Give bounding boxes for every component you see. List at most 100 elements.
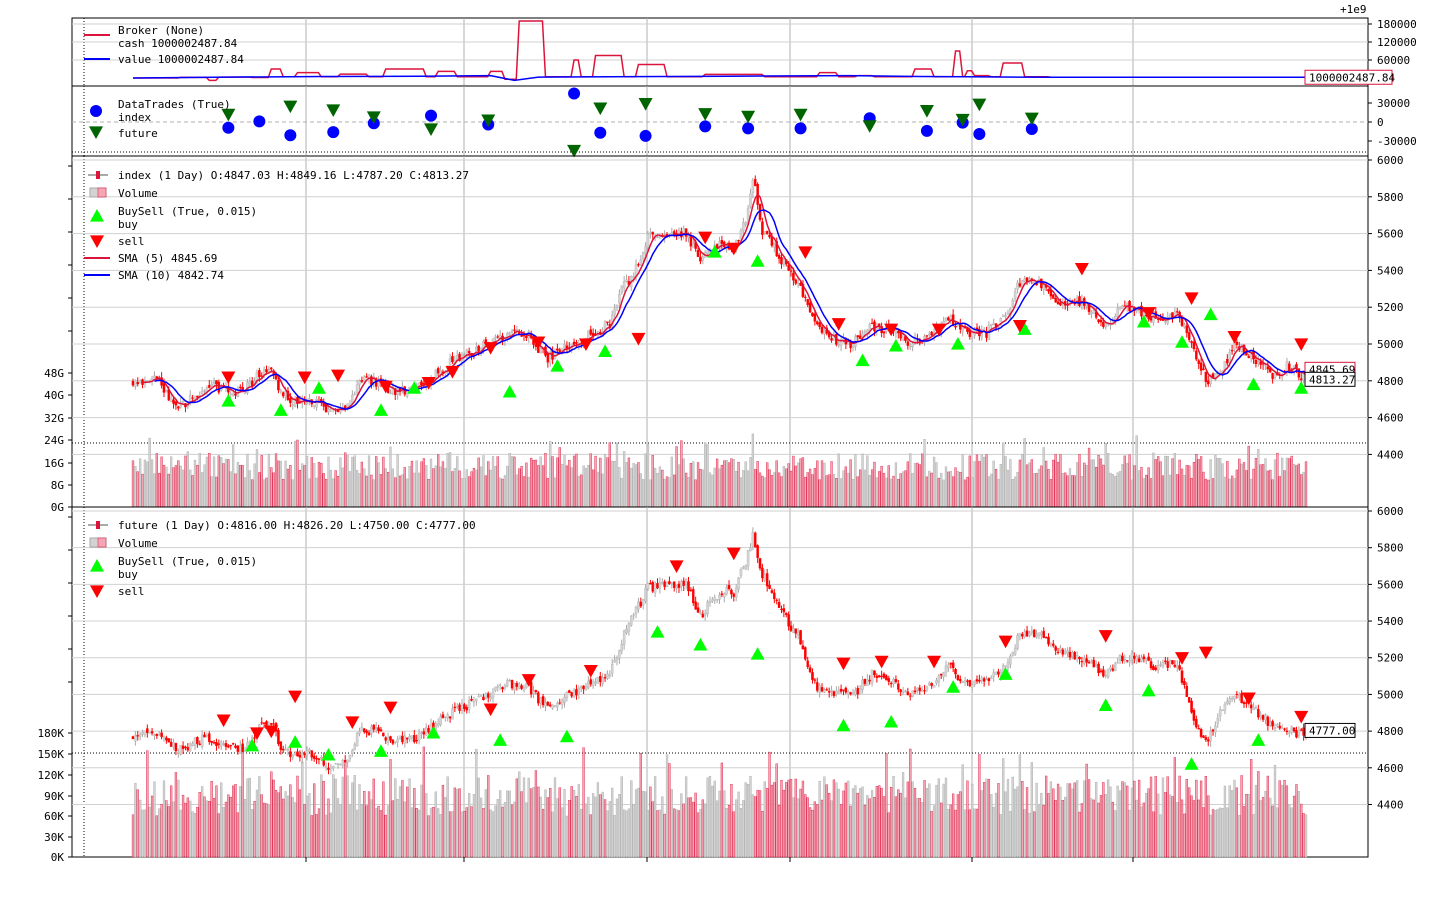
buy-marker: [550, 359, 565, 372]
volume-bar: [1130, 479, 1134, 508]
volume-bar: [730, 784, 733, 858]
candle-body: [169, 397, 173, 402]
volume-bar: [1216, 808, 1219, 858]
volume-bar: [403, 467, 406, 508]
last-value-box: [1304, 69, 1393, 85]
volume-bar: [1176, 802, 1179, 858]
candle-body: [227, 745, 230, 748]
volume-bar: [675, 446, 678, 508]
volume-bar: [274, 453, 278, 508]
volume-bar: [806, 797, 809, 858]
volume-bar: [885, 477, 888, 508]
candle-body: [1168, 314, 1172, 318]
future-trade-point: [221, 108, 236, 122]
volume-bar: [1161, 777, 1165, 858]
volume-bar: [875, 477, 878, 508]
candle-body: [906, 691, 910, 696]
volume-bar: [499, 477, 502, 508]
volume-bar: [789, 779, 793, 858]
volume-bar: [627, 457, 631, 508]
candle-body: [816, 682, 819, 691]
volume-bar: [377, 806, 380, 858]
candle-body: [551, 704, 554, 709]
candle-body: [1118, 307, 1122, 309]
candle-body: [1018, 283, 1022, 287]
volume-bar: [217, 455, 220, 508]
volume-bar: [782, 789, 786, 858]
candle-body: [317, 758, 321, 760]
volume-tick-label: 90K: [44, 790, 64, 803]
volume-bar: [174, 772, 178, 858]
volume-bar: [632, 804, 635, 858]
volume-bar: [1238, 458, 1241, 508]
volume-bar: [890, 478, 893, 508]
candle-body: [863, 331, 867, 333]
volume-bar: [346, 775, 349, 858]
volume-bar: [980, 790, 983, 858]
candle-body: [789, 270, 793, 272]
candle-body: [720, 593, 724, 596]
volume-bar: [1095, 467, 1098, 508]
volume-bar: [150, 795, 154, 858]
volume-bar: [825, 784, 828, 858]
volume-bar: [1092, 459, 1095, 508]
candle-body: [672, 581, 676, 588]
volume-bar: [1219, 458, 1222, 508]
future-trade-point: [919, 105, 934, 118]
volume-bar: [785, 782, 788, 858]
volume-bar: [153, 473, 156, 508]
volume-bar: [470, 806, 473, 858]
candle-body: [846, 691, 850, 695]
candle-body: [956, 675, 960, 680]
volume-bar: [770, 475, 774, 508]
volume-bar: [1242, 806, 1246, 858]
candle-body: [646, 583, 650, 590]
candle-body: [1013, 291, 1017, 299]
volume-bar: [1304, 814, 1308, 858]
future-trade-point: [741, 110, 756, 124]
index-trade-point: [699, 120, 712, 133]
volume-bar: [1071, 475, 1074, 508]
candle-body: [1078, 657, 1081, 660]
volume-bar: [417, 472, 421, 508]
candle-body: [584, 686, 588, 691]
volume-bar: [577, 476, 580, 508]
volume-bar: [189, 469, 192, 508]
volume-bar: [539, 796, 542, 858]
index-trade-point: [1025, 122, 1038, 135]
volume-bar: [451, 811, 454, 858]
volume-bar: [1083, 780, 1086, 858]
volume-bar: [537, 465, 540, 508]
candle-body: [179, 744, 182, 755]
volume-bar: [460, 478, 464, 508]
legend-swatch: [89, 126, 103, 139]
volume-bar: [928, 470, 931, 508]
volume-bar: [694, 479, 697, 508]
last-value-box: [1304, 371, 1356, 387]
volume-bar: [1145, 474, 1148, 508]
candle-body: [687, 581, 690, 592]
candle-body: [765, 573, 769, 587]
candle-body: [394, 388, 397, 396]
volume-bar: [835, 782, 838, 858]
candle-body: [737, 240, 740, 242]
volume-bar: [658, 809, 662, 858]
volume-bar: [1273, 459, 1277, 508]
candle-body: [665, 582, 669, 587]
volume-bar: [1183, 475, 1186, 508]
sell-marker: [1198, 646, 1213, 660]
candle-body: [1171, 660, 1174, 665]
volume-bar: [952, 793, 955, 858]
candle-body: [911, 690, 914, 697]
volume-bar: [985, 778, 988, 858]
buy-marker: [559, 729, 574, 743]
volume-bar: [1168, 474, 1172, 508]
sell-marker: [931, 323, 946, 337]
candle-body: [157, 734, 161, 736]
candle-body: [894, 679, 898, 683]
candle-body: [1218, 709, 1222, 717]
candle-body: [436, 723, 440, 727]
ytick-label: 5200: [1377, 652, 1404, 665]
candle-body: [1192, 710, 1196, 721]
